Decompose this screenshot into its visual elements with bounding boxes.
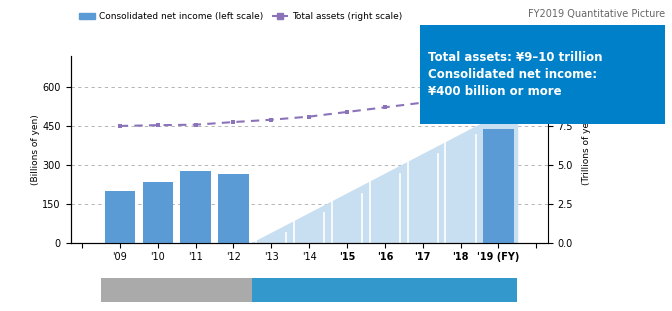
Y-axis label: (Trillions of yen): (Trillions of yen) [581,113,591,185]
Legend: Consolidated net income (left scale), Total assets (right scale): Consolidated net income (left scale), To… [75,8,405,25]
Bar [142,182,173,243]
Y-axis label: (Billions of yen): (Billions of yen) [30,114,40,185]
Text: FY2019 Quantitative Picture: FY2019 Quantitative Picture [528,9,665,19]
Polygon shape [252,105,517,243]
Bar [180,171,210,243]
Bar [218,174,249,243]
Text: Total assets: ¥9–10 trillion
Consolidated net income:
¥400 billion or more: Total assets: ¥9–10 trillion Consolidate… [428,51,603,98]
Text: FOCUS’ 10: FOCUS’ 10 [110,285,167,295]
Text: Medium-to-long-term strategy: Medium-to-long-term strategy [301,285,468,295]
Bar [483,128,513,243]
Bar [105,191,135,243]
Text: f(x): f(x) [205,285,224,295]
